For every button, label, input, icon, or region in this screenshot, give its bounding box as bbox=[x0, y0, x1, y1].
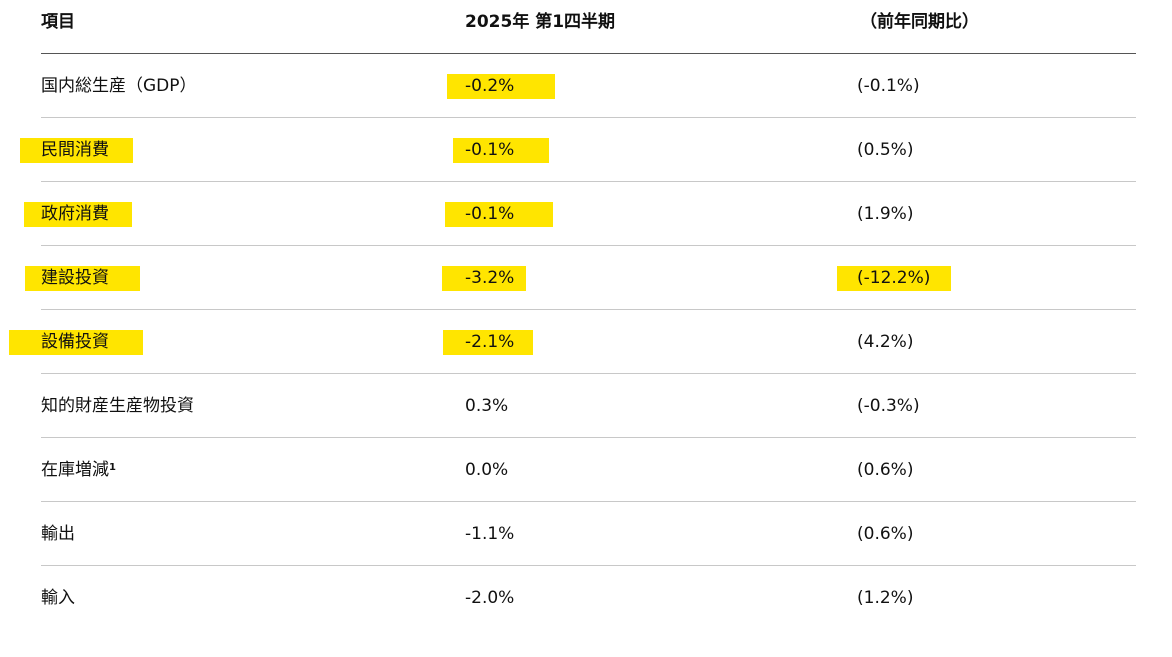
row-label-text: 在庫増減 bbox=[41, 460, 109, 480]
row-divider bbox=[41, 309, 1136, 310]
row-label: 輸入 bbox=[41, 587, 75, 609]
table-row: 在庫増減1 0.0% (0.6%) bbox=[0, 438, 1172, 502]
row-label: 設備投資 bbox=[41, 331, 109, 353]
row-yoy-value: (0.5%) bbox=[857, 140, 914, 160]
table-row: 知的財産生産物投資 0.3% (-0.3%) bbox=[0, 374, 1172, 438]
row-yoy-value: (1.9%) bbox=[857, 204, 914, 224]
table-row: 輸入 -2.0% (1.2%) bbox=[0, 566, 1172, 630]
header-quarter: 2025年 第1四半期 bbox=[465, 12, 616, 32]
row-quarter-value: -1.1% bbox=[465, 524, 515, 544]
row-divider bbox=[41, 245, 1136, 246]
row-yoy-value: (0.6%) bbox=[857, 460, 914, 480]
row-yoy-value: (4.2%) bbox=[857, 332, 914, 352]
row-quarter-value: -2.0% bbox=[465, 588, 515, 608]
row-label: 在庫増減1 bbox=[41, 459, 116, 481]
table-row: 民間消費 -0.1% (0.5%) bbox=[0, 118, 1172, 182]
header-divider bbox=[41, 53, 1136, 54]
label-highlight bbox=[20, 138, 133, 163]
row-yoy-value: (0.6%) bbox=[857, 524, 914, 544]
value-highlight bbox=[443, 330, 533, 355]
row-quarter-value: -0.1% bbox=[465, 204, 515, 224]
header-yoy: （前年同期比） bbox=[860, 12, 979, 32]
row-label: 輸出 bbox=[41, 523, 75, 545]
row-quarter-value: 0.3% bbox=[465, 396, 509, 416]
table-row: 設備投資 -2.1% (4.2%) bbox=[0, 310, 1172, 374]
row-label: 民間消費 bbox=[41, 139, 109, 161]
table-row: 建設投資 -3.2% (-12.2%) bbox=[0, 246, 1172, 310]
row-yoy-value: (-0.3%) bbox=[857, 396, 920, 416]
row-label-text: 輸出 bbox=[41, 524, 75, 544]
value-highlight bbox=[442, 266, 526, 291]
row-label: 政府消費 bbox=[41, 203, 109, 225]
row-divider bbox=[41, 117, 1136, 118]
table-row: 国内総生産（GDP） -0.2% (-0.1%) bbox=[0, 54, 1172, 118]
row-label-text: 設備投資 bbox=[41, 332, 109, 352]
row-yoy-value: (-12.2%) bbox=[857, 268, 931, 288]
row-quarter-value: -2.1% bbox=[465, 332, 515, 352]
table-header: 項目 2025年 第1四半期 （前年同期比） bbox=[0, 0, 1172, 54]
row-quarter-value: -0.1% bbox=[465, 140, 515, 160]
label-highlight bbox=[24, 202, 132, 227]
row-label: 建設投資 bbox=[41, 267, 109, 289]
row-label-text: 国内総生産（GDP） bbox=[41, 76, 197, 96]
value-highlight bbox=[445, 202, 553, 227]
row-divider bbox=[41, 501, 1136, 502]
row-label: 知的財産生産物投資 bbox=[41, 395, 194, 417]
table-row: 政府消費 -0.1% (1.9%) bbox=[0, 182, 1172, 246]
label-highlight bbox=[9, 330, 143, 355]
value-highlight bbox=[453, 138, 549, 163]
row-label: 国内総生産（GDP） bbox=[41, 75, 197, 97]
table-row: 輸出 -1.1% (0.6%) bbox=[0, 502, 1172, 566]
yoy-highlight bbox=[837, 266, 951, 291]
row-yoy-value: (1.2%) bbox=[857, 588, 914, 608]
row-label-text: 建設投資 bbox=[41, 268, 109, 288]
row-yoy-value: (-0.1%) bbox=[857, 76, 920, 96]
header-item: 項目 bbox=[41, 12, 75, 32]
row-divider bbox=[41, 373, 1136, 374]
row-quarter-value: 0.0% bbox=[465, 460, 509, 480]
label-highlight bbox=[25, 266, 140, 291]
row-divider bbox=[41, 437, 1136, 438]
row-divider bbox=[41, 181, 1136, 182]
row-label-text: 政府消費 bbox=[41, 204, 109, 224]
footnote-marker: 1 bbox=[109, 462, 116, 473]
row-divider bbox=[41, 565, 1136, 566]
row-quarter-value: -3.2% bbox=[465, 268, 515, 288]
row-label-text: 知的財産生産物投資 bbox=[41, 396, 194, 416]
row-label-text: 輸入 bbox=[41, 588, 75, 608]
value-highlight bbox=[447, 74, 555, 99]
row-quarter-value: -0.2% bbox=[465, 76, 515, 96]
row-label-text: 民間消費 bbox=[41, 140, 109, 160]
